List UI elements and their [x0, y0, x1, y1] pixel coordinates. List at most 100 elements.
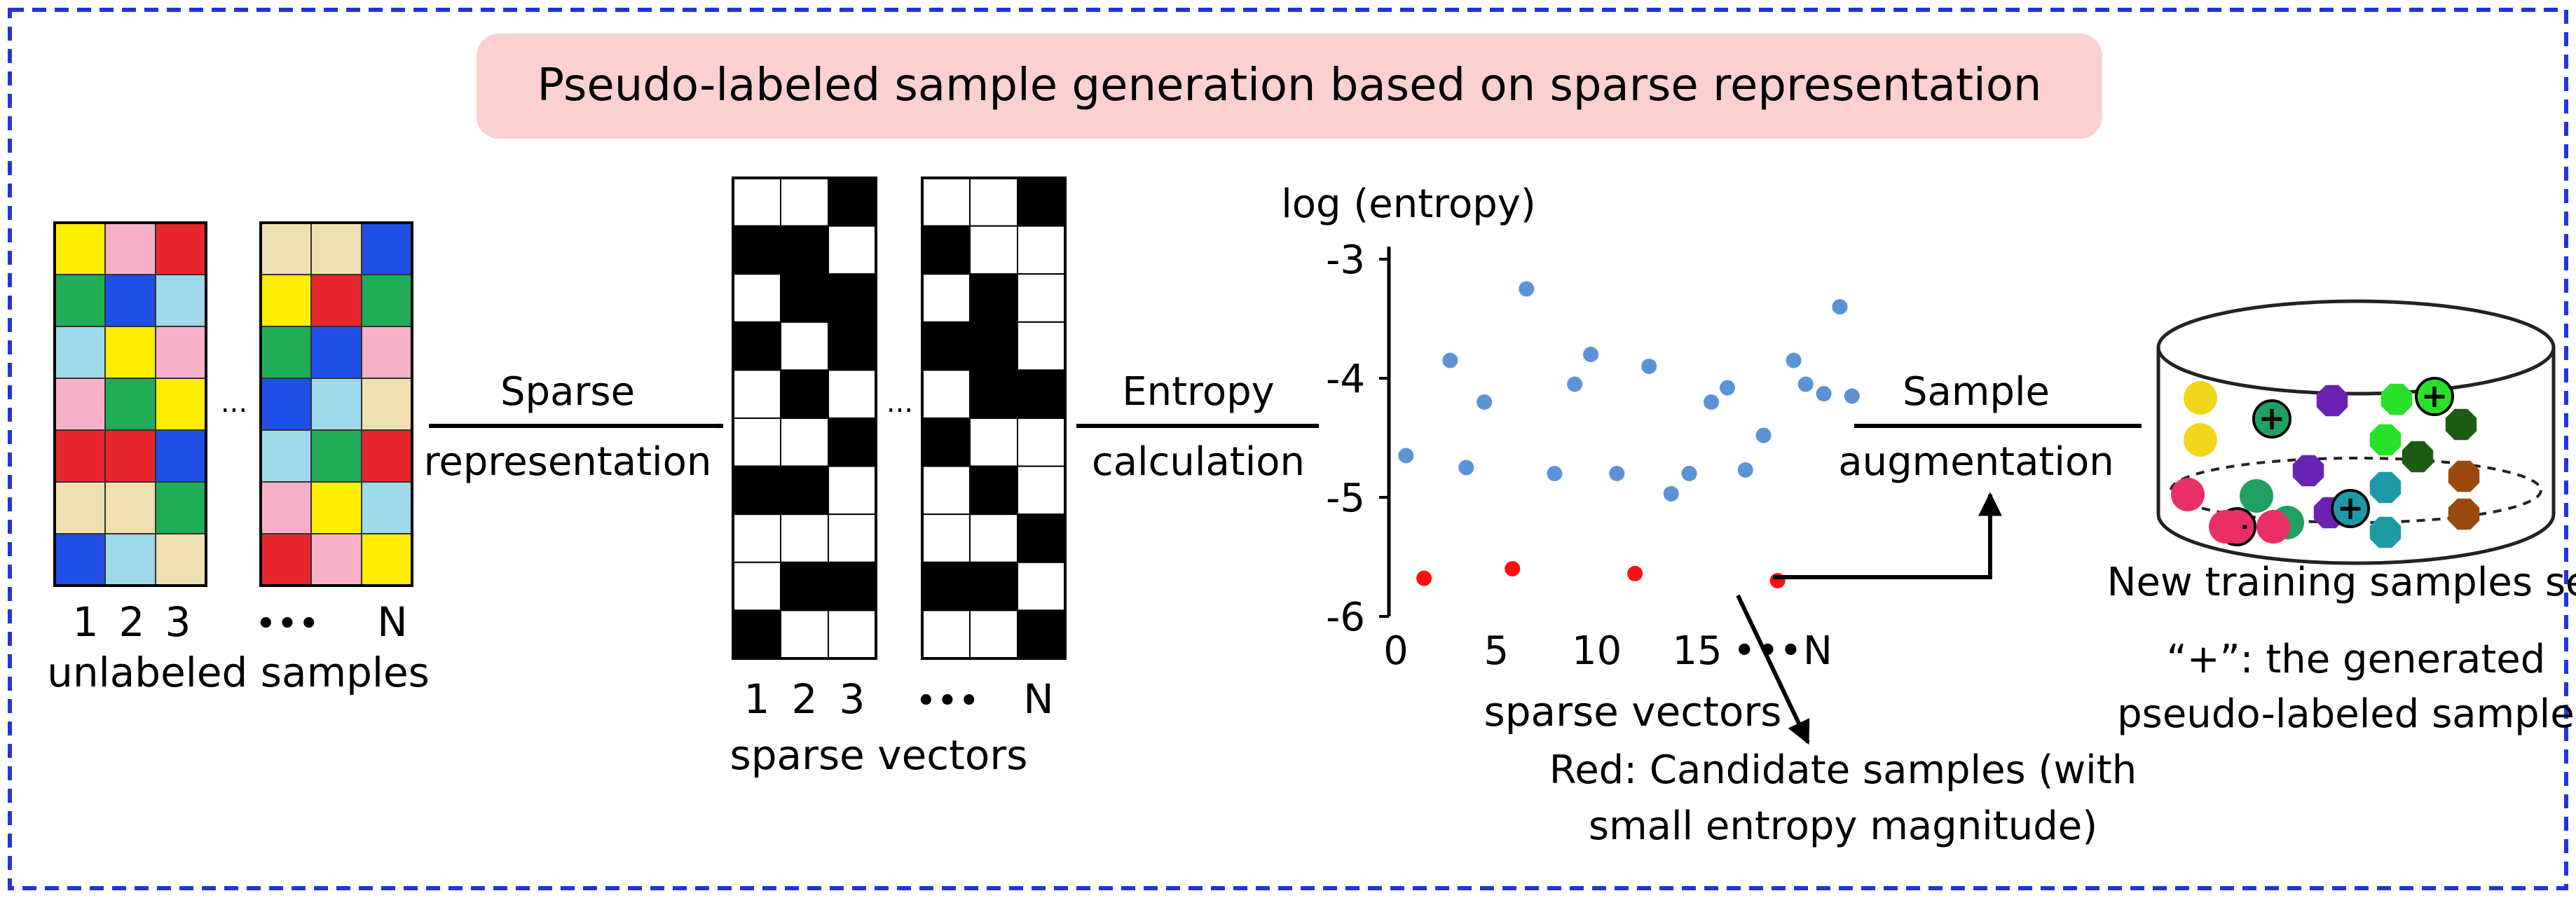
- sparse-index-row: 1 2 3 ••• N: [744, 675, 1054, 723]
- sparse-arrow-label-bottom: representation: [424, 439, 712, 485]
- training-set-cylinder: ++++: [2156, 299, 2556, 565]
- chart-point-sample-14: [1737, 462, 1753, 478]
- unlabeled-cell-left-1-5: [104, 481, 156, 534]
- unlabeled-cell-left-1-0: [104, 222, 156, 275]
- unlabeled-cell-right-0-2: [260, 326, 312, 379]
- sparse-cell-right-1-1: [969, 225, 1018, 275]
- unlabeled-cell-left-0-1: [54, 274, 106, 327]
- sparse-right-block-border: [921, 177, 1067, 660]
- unlabeled-cell-left-2-5: [155, 481, 207, 534]
- unlabeled-cell-right-1-4: [310, 429, 362, 483]
- sparse-cell-right-2-4: [1017, 369, 1066, 420]
- chart-x-tick-label-3: 15: [1672, 628, 1722, 674]
- unlabeled-index-row: 1 2 3 ••• N: [73, 598, 408, 646]
- outer-frame: [8, 8, 2568, 890]
- training-sample-4: [2380, 383, 2413, 415]
- sparse-cell-right-1-9: [969, 609, 1018, 660]
- training-sample-6: [2171, 478, 2205, 511]
- chart-point-sample-8: [1609, 466, 1625, 481]
- chart-point-sample-20: [1844, 388, 1860, 404]
- chart-x-tick-label-0: 0: [1383, 628, 1409, 674]
- sparse-cell-left-1-0: [780, 177, 829, 227]
- sparse-cell-left-2-9: [828, 609, 877, 660]
- candidate-note-line2: small entropy magnitude): [1589, 803, 2097, 849]
- sparse-cell-left-2-7: [828, 513, 877, 563]
- sparse-cell-left-2-0: [828, 177, 877, 227]
- chart-point-sample-4: [1519, 281, 1535, 297]
- sparse-cell-right-0-4: [922, 369, 971, 420]
- chart-point-sample-3: [1477, 394, 1493, 410]
- unlabeled-cell-right-0-0: [260, 222, 312, 275]
- unlabeled-cell-right-0-6: [260, 533, 312, 586]
- sparse-index-1: 1: [744, 675, 770, 723]
- chart-point-sample-16: [1786, 352, 1802, 368]
- cylinder-top: [2156, 299, 2556, 396]
- unlabeled-cell-right-2-4: [361, 429, 413, 483]
- chart-points: [1398, 281, 1860, 588]
- chart-point-sample-5: [1547, 466, 1563, 481]
- sparse-cell-left-1-9: [780, 609, 829, 660]
- chart-x-tick-label-5: N: [1803, 628, 1832, 674]
- sparse-cell-left-2-8: [828, 561, 877, 612]
- sparse-cell-right-2-7: [1017, 513, 1066, 563]
- unlabeled-index-n: N: [377, 598, 407, 646]
- candidate-note-line1: Red: Candidate samples (with: [1549, 747, 2137, 793]
- chart-y-tick-label-0: -3: [1326, 237, 1365, 283]
- chart-point-candidate-2: [1627, 565, 1643, 581]
- chart-point-sample-12: [1704, 394, 1720, 410]
- chart-point-sample-18: [1816, 386, 1832, 402]
- unlabeled-left-block-border: [53, 221, 207, 587]
- unlabeled-cell-right-1-3: [310, 378, 362, 431]
- chart-point-sample-9: [1641, 359, 1657, 374]
- unlabeled-cell-left-1-3: [104, 378, 156, 431]
- unlabeled-cell-left-1-6: [104, 533, 156, 586]
- sparse-cell-left-2-2: [828, 273, 877, 323]
- sparse-cell-right-1-7: [969, 513, 1018, 563]
- title-banner: Pseudo-labeled sample generation based o…: [477, 34, 2102, 139]
- sparse-cell-right-2-0: [1017, 177, 1066, 227]
- generated-sample-plus-2: +: [2259, 399, 2286, 437]
- augmentation-arrow-label-bottom: augmentation: [1838, 439, 2113, 485]
- sparse-cell-left-1-5: [780, 417, 829, 467]
- unlabeled-cell-left-0-4: [54, 429, 106, 483]
- unlabeled-cell-left-2-4: [155, 429, 207, 483]
- unlabeled-cell-right-2-6: [361, 533, 413, 586]
- unlabeled-cell-left-2-6: [155, 533, 207, 586]
- sparse-cell-left-0-0: [732, 177, 781, 227]
- sparse-cell-left-0-3: [732, 321, 781, 371]
- sparse-cell-left-1-1: [780, 225, 829, 275]
- unlabeled-cell-right-0-3: [260, 378, 312, 431]
- unlabeled-cell-right-1-2: [310, 326, 362, 379]
- unlabeled-index-2: 2: [119, 598, 145, 646]
- unlabeled-cell-right-2-2: [361, 326, 413, 379]
- unlabeled-cell-right-2-0: [361, 222, 413, 275]
- sparse-cell-left-0-6: [732, 465, 781, 516]
- sparse-cell-left-0-7: [732, 513, 781, 563]
- sparse-cell-left-2-4: [828, 369, 877, 420]
- unlabeled-index-1: 1: [73, 598, 99, 646]
- chart-point-sample-13: [1720, 380, 1735, 396]
- sparse-cell-right-2-8: [1017, 561, 1066, 612]
- chart-point-sample-6: [1567, 376, 1583, 392]
- sparse-cell-right-0-8: [922, 561, 971, 612]
- unlabeled-cell-left-1-4: [104, 429, 156, 483]
- chart-x-ticks: 0 5 10 15 ••• N: [1383, 628, 1832, 674]
- sparse-cell-right-0-5: [922, 417, 971, 467]
- sparse-cell-left-2-6: [828, 465, 877, 516]
- training-sample-8: [2292, 455, 2324, 487]
- training-sample-14: [2369, 471, 2402, 504]
- training-sample-22: [2448, 498, 2480, 530]
- plus-legend-line1: “+”: the generated: [2167, 637, 2546, 682]
- chart-y-tick-label-2: -5: [1326, 476, 1365, 521]
- sparse-index-3: 3: [840, 675, 865, 723]
- unlabeled-index-3: 3: [165, 598, 191, 646]
- unlabeled-cell-left-0-3: [54, 378, 106, 431]
- unlabeled-samples-label: unlabeled samples: [47, 649, 430, 696]
- candidate-to-augmentation-connector: [1773, 492, 2002, 579]
- sparse-vectors-label: sparse vectors: [730, 731, 1028, 779]
- unlabeled-cell-left-0-2: [54, 326, 106, 379]
- candidate-pointer-arrow: [1736, 594, 1810, 745]
- chart-x-tick-label-1: 5: [1484, 628, 1509, 674]
- page-title: Pseudo-labeled sample generation based o…: [537, 60, 2042, 111]
